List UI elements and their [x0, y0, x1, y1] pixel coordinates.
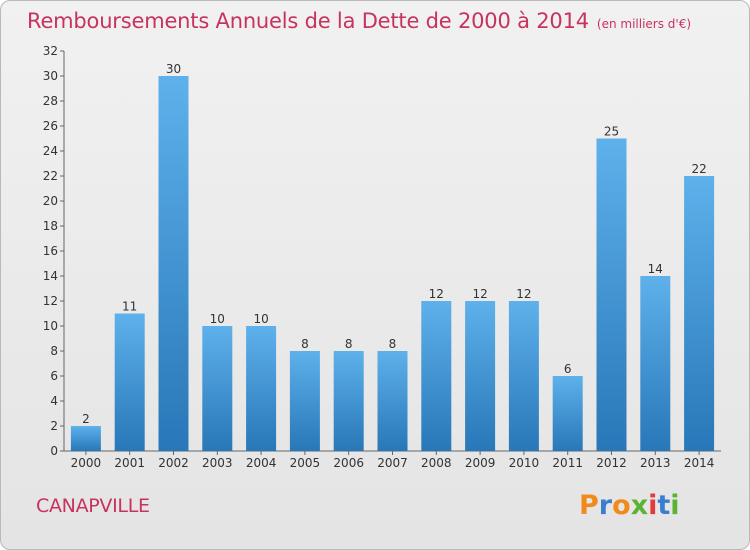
logo-letter: x: [630, 490, 649, 521]
chart-title: Remboursements Annuels de la Dette de 20…: [27, 9, 589, 33]
data-label: 8: [389, 337, 397, 351]
data-label: 22: [691, 162, 706, 176]
y-tick-label: 30: [43, 69, 58, 83]
x-tick-label: 2000: [71, 456, 102, 470]
x-tick-label: 2014: [684, 456, 715, 470]
data-label: 14: [648, 262, 663, 276]
bar: [202, 326, 233, 451]
data-label: 10: [210, 312, 225, 326]
chart-title-block: Remboursements Annuels de la Dette de 20…: [27, 9, 691, 33]
y-tick-label: 6: [50, 369, 58, 383]
bar: [421, 301, 452, 451]
chart-unit: (en milliers d'€): [596, 17, 692, 31]
y-tick-label: 16: [43, 244, 58, 258]
x-tick-label: 2010: [509, 456, 540, 470]
x-tick-label: 2009: [465, 456, 496, 470]
data-label: 8: [345, 337, 353, 351]
bar: [508, 301, 539, 451]
logo-letter: i: [648, 490, 658, 521]
bar: [552, 376, 583, 451]
bar: [158, 76, 189, 451]
x-tick-label: 2002: [158, 456, 189, 470]
data-label: 12: [516, 287, 531, 301]
data-label: 6: [564, 362, 572, 376]
data-label: 10: [253, 312, 268, 326]
data-label: 2: [82, 412, 90, 426]
y-tick-label: 28: [43, 94, 58, 108]
x-tick-label: 2006: [333, 456, 364, 470]
y-tick-label: 32: [43, 44, 58, 58]
commune-name: CANAPVILLE: [36, 495, 150, 517]
x-tick-label: 2007: [377, 456, 408, 470]
y-tick-label: 24: [43, 144, 58, 158]
bar: [246, 326, 277, 451]
y-tick-label: 22: [43, 169, 58, 183]
bar: [684, 176, 715, 451]
logo-letter: t: [657, 490, 671, 521]
data-label: 12: [472, 287, 487, 301]
x-tick-label: 2005: [290, 456, 321, 470]
y-tick-label: 4: [50, 394, 58, 408]
x-tick-label: 2013: [640, 456, 671, 470]
x-tick-label: 2004: [246, 456, 277, 470]
y-tick-label: 0: [50, 444, 58, 458]
bar: [640, 276, 671, 451]
logo-letter: o: [612, 490, 631, 521]
data-label: 25: [604, 125, 619, 139]
bar: [465, 301, 496, 451]
bar: [596, 138, 627, 451]
proxiti-logo: Proxiti: [579, 490, 680, 521]
logo-letter: r: [598, 490, 613, 521]
x-tick-label: 2008: [421, 456, 452, 470]
logo-letter: P: [579, 490, 599, 521]
y-tick-label: 8: [50, 344, 58, 358]
bar: [70, 426, 101, 451]
data-label: 12: [429, 287, 444, 301]
bar: [377, 351, 408, 451]
x-tick-label: 2003: [202, 456, 233, 470]
y-tick-label: 18: [43, 219, 58, 233]
y-tick-label: 14: [43, 269, 58, 283]
x-tick-label: 2011: [552, 456, 583, 470]
x-tick-label: 2012: [596, 456, 627, 470]
y-tick-label: 20: [43, 194, 58, 208]
bar: [114, 313, 145, 451]
y-tick-label: 26: [43, 119, 58, 133]
y-tick-label: 12: [43, 294, 58, 308]
y-tick-label: 10: [43, 319, 58, 333]
x-tick-label: 2001: [114, 456, 145, 470]
logo-letter: i: [670, 490, 680, 521]
bar: [333, 351, 364, 451]
y-tick-label: 2: [50, 419, 58, 433]
data-label: 30: [166, 62, 181, 76]
data-label: 8: [301, 337, 309, 351]
bar: [289, 351, 320, 451]
data-label: 11: [122, 300, 137, 314]
